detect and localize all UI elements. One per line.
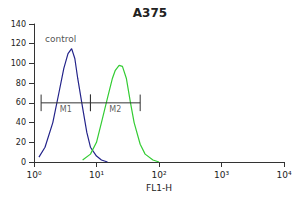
svg-text:10⁰: 10⁰ (26, 170, 41, 180)
svg-text:M1: M1 (60, 105, 72, 114)
svg-text:10³: 10³ (214, 170, 229, 180)
svg-text:10²: 10² (151, 170, 166, 180)
svg-text:140: 140 (11, 20, 26, 29)
svg-text:10¹: 10¹ (89, 170, 104, 180)
svg-text:M2: M2 (109, 105, 121, 114)
svg-text:A375: A375 (133, 6, 167, 20)
svg-text:100: 100 (11, 59, 26, 68)
svg-text:20: 20 (16, 138, 26, 147)
svg-text:40: 40 (16, 118, 26, 127)
svg-text:control: control (45, 34, 76, 44)
svg-text:120: 120 (11, 39, 26, 48)
svg-text:10⁴: 10⁴ (276, 170, 291, 180)
svg-text:60: 60 (16, 98, 26, 107)
svg-text:0: 0 (21, 158, 26, 167)
svg-text:80: 80 (16, 79, 26, 88)
svg-text:FL1-H: FL1-H (146, 183, 172, 193)
